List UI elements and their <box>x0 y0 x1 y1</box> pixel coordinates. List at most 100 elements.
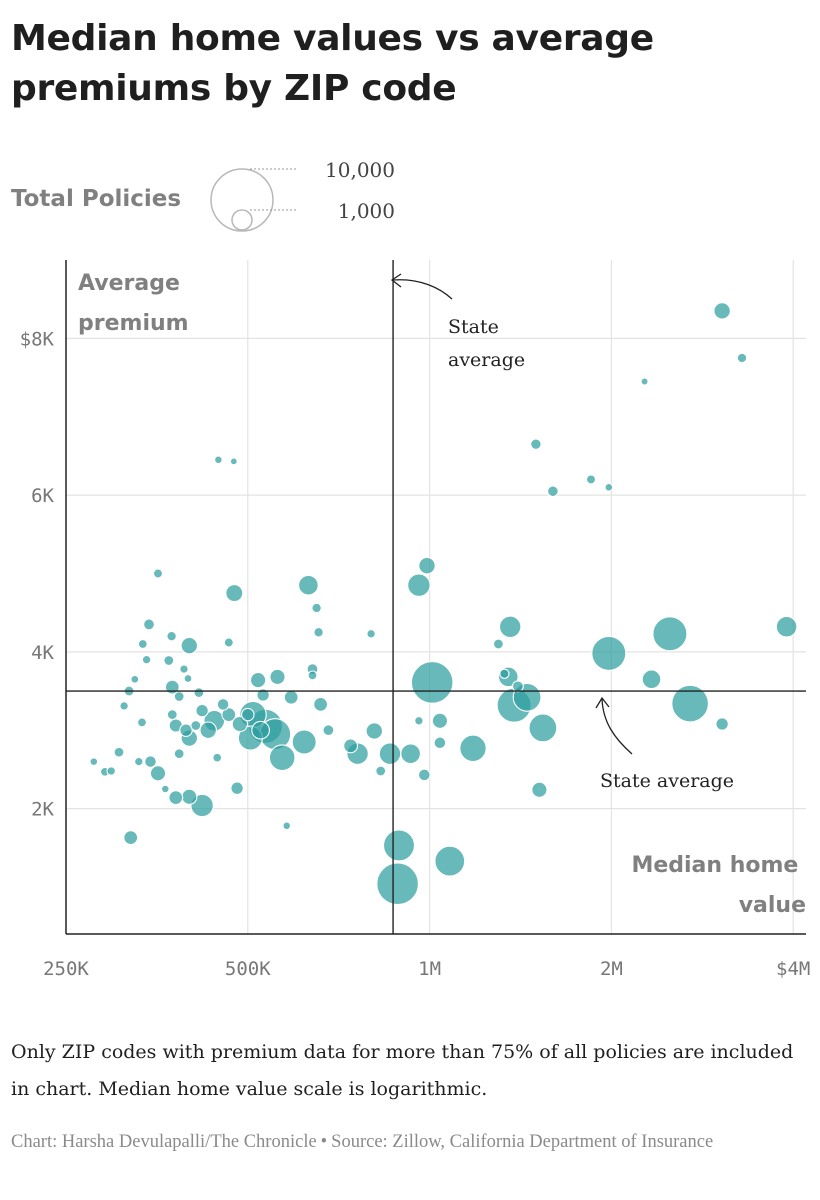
data-bubble <box>163 655 175 666</box>
data-bubble <box>137 639 148 649</box>
data-bubble <box>547 485 559 498</box>
data-bubble <box>229 457 238 466</box>
data-bubble <box>231 715 248 733</box>
legend-label-large: 10,000 <box>325 158 395 182</box>
data-bubble <box>143 618 155 631</box>
data-bubble <box>130 674 140 684</box>
data-bubble <box>269 668 286 686</box>
data-bubble <box>713 302 731 320</box>
data-bubble <box>640 377 649 386</box>
reference-lines <box>66 260 806 934</box>
x-tick-label: 1M <box>418 958 441 980</box>
data-bubble <box>225 584 244 603</box>
state-average-y-arrowhead <box>595 696 610 709</box>
credit-source: Source: Zillow, California Department of… <box>331 1132 714 1152</box>
x-tick-label: 500K <box>225 958 271 980</box>
state-average-y-arrow <box>601 698 633 755</box>
data-bubble <box>459 734 487 763</box>
chart-annotations: Average premium Median home value State … <box>78 271 806 918</box>
data-bubble <box>652 616 688 652</box>
data-bubble <box>268 744 296 772</box>
data-bubble <box>410 661 454 704</box>
data-bubble <box>736 352 748 364</box>
data-bubble <box>230 781 244 795</box>
data-bubble <box>190 720 202 731</box>
data-bubble <box>375 765 387 777</box>
data-bubble <box>511 680 524 693</box>
x-tick-label: 250K <box>43 958 89 980</box>
data-bubble <box>149 765 167 782</box>
data-bubble <box>585 474 597 485</box>
state-average-x-label: State average <box>448 316 525 371</box>
y-tick-label: $8K <box>20 328 55 350</box>
data-bubble <box>216 698 230 711</box>
data-bubble <box>283 689 299 705</box>
state-average-y-label: State average <box>600 770 734 792</box>
data-bubble <box>199 721 217 739</box>
state-average-x-arrow <box>392 279 453 300</box>
data-bubble <box>641 669 662 690</box>
x-tick-label: $4M <box>776 958 810 980</box>
data-bubble <box>322 724 335 737</box>
data-bubble <box>173 748 185 760</box>
y-tick-label: 4K <box>31 642 54 664</box>
data-bubble <box>152 568 164 579</box>
data-bubble <box>291 729 317 755</box>
data-bubble <box>123 830 139 846</box>
legend-label-small: 1,000 <box>338 199 395 223</box>
data-bubble <box>311 602 322 614</box>
data-bubble <box>249 671 267 689</box>
data-bubble <box>144 755 157 768</box>
data-bubble <box>179 723 193 737</box>
data-bubble <box>223 637 234 648</box>
x-axis-label: Median home value <box>631 853 806 918</box>
data-bubble <box>417 768 431 782</box>
y-axis-label: Average premium <box>78 271 189 336</box>
credit-separator: • <box>320 1132 328 1152</box>
data-bubble <box>134 756 144 767</box>
data-bubble <box>434 845 466 877</box>
data-bubble <box>498 615 522 639</box>
bubbles <box>89 302 798 906</box>
state-average-x-arrowhead <box>390 273 402 288</box>
data-bubble <box>307 670 318 681</box>
data-bubble <box>179 664 189 674</box>
data-bubble <box>241 707 255 722</box>
data-bubble <box>166 709 178 721</box>
data-bubble <box>591 635 627 671</box>
axes <box>65 260 806 935</box>
data-bubble <box>414 716 424 726</box>
data-bubble <box>180 636 199 655</box>
data-bubble <box>382 829 416 862</box>
data-bubble <box>173 691 185 702</box>
data-bubble <box>221 707 237 723</box>
data-bubble <box>256 688 270 702</box>
chart-note: Only ZIP codes with premium data for mor… <box>11 1041 794 1100</box>
data-bubble <box>775 615 798 638</box>
data-bubble <box>604 482 614 492</box>
data-bubble <box>365 722 384 740</box>
data-bubble <box>214 455 223 465</box>
data-bubble <box>89 757 99 766</box>
data-bubble <box>400 743 421 765</box>
data-bubble <box>160 784 170 794</box>
legend-title: Total Policies <box>11 186 181 212</box>
data-bubble <box>366 629 376 639</box>
data-bubble <box>183 674 193 683</box>
data-bubble <box>212 752 223 763</box>
grid-lines <box>66 260 806 934</box>
data-bubble <box>492 638 504 650</box>
data-bubble <box>137 717 147 728</box>
data-bubble <box>193 687 205 699</box>
legend-circle-large <box>210 168 274 232</box>
data-bubble <box>313 696 329 712</box>
data-bubble <box>168 790 184 806</box>
data-bubble <box>499 668 510 679</box>
data-bubble <box>376 862 419 906</box>
x-tick-label: 2M <box>600 958 623 980</box>
data-bubble <box>671 684 709 723</box>
credit-author: Chart: Harsha Devulapalli/The Chronicle <box>11 1132 317 1152</box>
data-bubble <box>313 627 324 638</box>
data-bubble <box>528 713 558 743</box>
data-bubble <box>715 717 729 731</box>
